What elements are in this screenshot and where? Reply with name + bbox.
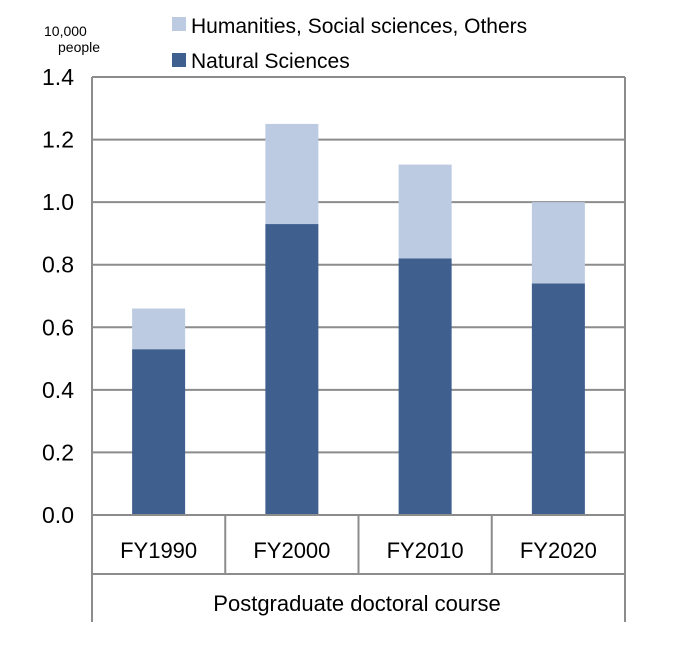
legend: Humanities, Social sciences, Others Natu… xyxy=(172,15,527,73)
legend-swatch-natural-sciences xyxy=(172,53,186,67)
bar-humanities-social-sciences-others-fy2010 xyxy=(398,164,452,259)
bar-natural-sciences-fy2000 xyxy=(265,224,319,516)
legend-label-natural-sciences: Natural Sciences xyxy=(191,50,350,73)
x-tick-label-fy2000: FY2000 xyxy=(253,538,330,563)
y-tick-label: 0.0 xyxy=(42,502,74,528)
bar-humanities-social-sciences-others-fy1990 xyxy=(132,308,186,350)
y-tick-label: 1.0 xyxy=(42,189,74,215)
y-unit-label-line1: 10,000 xyxy=(44,23,87,39)
y-axis-ticks: 0.0 0.2 0.4 0.6 0.8 1.0 1.2 1.4 xyxy=(42,64,74,528)
category-labels: FY1990 FY2000 FY2010 FY2020 xyxy=(120,538,597,563)
bar-natural-sciences-fy1990 xyxy=(132,349,186,515)
bar-natural-sciences-fy2020 xyxy=(531,283,585,515)
group-label: Postgraduate doctoral course xyxy=(213,591,500,616)
legend-swatch-humanities xyxy=(172,17,186,31)
bar-natural-sciences-fy2010 xyxy=(398,258,452,515)
x-tick-label-fy2010: FY2010 xyxy=(387,538,464,563)
bars xyxy=(132,123,585,516)
y-tick-label: 0.4 xyxy=(42,377,74,403)
x-tick-label-fy2020: FY2020 xyxy=(520,538,597,563)
bar-humanities-social-sciences-others-fy2020 xyxy=(531,202,585,284)
y-tick-label: 1.2 xyxy=(42,127,74,153)
y-unit-label-line2: people xyxy=(58,39,100,55)
y-tick-label: 0.8 xyxy=(42,252,74,278)
bar-humanities-social-sciences-others-fy2000 xyxy=(265,123,319,225)
y-tick-label: 0.6 xyxy=(42,314,74,340)
axes xyxy=(91,77,626,622)
y-tick-label: 0.2 xyxy=(42,439,74,465)
legend-label-humanities: Humanities, Social sciences, Others xyxy=(191,15,527,38)
x-tick-label-fy1990: FY1990 xyxy=(120,538,197,563)
y-tick-label: 1.4 xyxy=(42,64,74,90)
